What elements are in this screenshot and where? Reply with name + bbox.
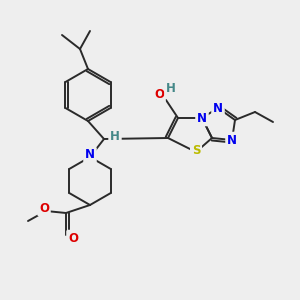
- Text: O: O: [39, 202, 49, 214]
- Text: N: N: [85, 148, 95, 161]
- Text: N: N: [213, 101, 223, 115]
- Text: N: N: [227, 134, 237, 146]
- Text: H: H: [166, 82, 176, 94]
- Text: N: N: [197, 112, 207, 124]
- Text: S: S: [192, 143, 200, 157]
- Text: O: O: [154, 88, 164, 101]
- Text: O: O: [68, 232, 78, 244]
- Text: H: H: [110, 130, 120, 143]
